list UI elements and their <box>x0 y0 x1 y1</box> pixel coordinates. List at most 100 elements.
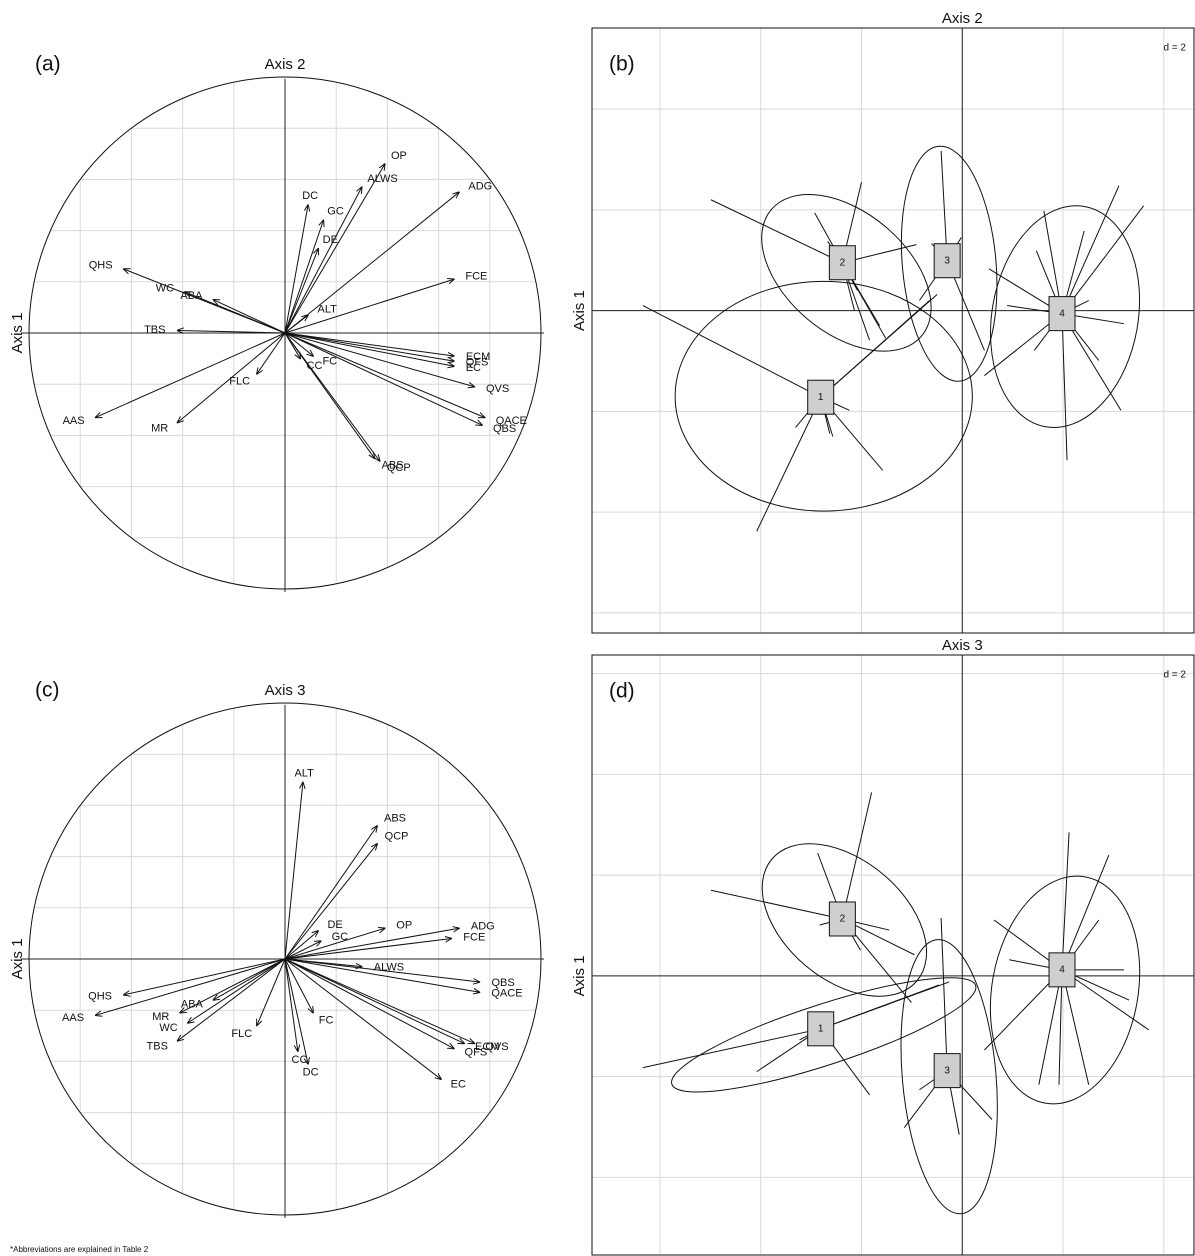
cluster-ellipse <box>989 875 1141 1105</box>
variable-arrow <box>96 958 286 1015</box>
variable-arrow <box>284 958 480 992</box>
variable-arrow <box>284 931 318 960</box>
cluster-center <box>933 1053 961 1089</box>
variable-label: QHS <box>89 260 113 272</box>
variable-label: OP <box>391 150 407 162</box>
point-spoke <box>820 300 930 398</box>
variable-arrow <box>284 332 454 356</box>
variable-label: CC <box>292 1054 308 1066</box>
cluster-center <box>1048 952 1076 988</box>
variable-label: EC <box>466 362 481 374</box>
point-spoke <box>1038 969 1063 1085</box>
variable-label: QCP <box>387 462 411 474</box>
point-spoke <box>1061 205 1145 314</box>
axis-label: Axis 1 <box>571 290 588 331</box>
point-spoke <box>710 199 843 264</box>
variable-label: OP <box>396 920 412 932</box>
variable-label: TBS <box>144 324 165 336</box>
variable-label: ABA <box>180 290 203 302</box>
variable-arrow <box>284 164 385 334</box>
variable-label: FLC <box>231 1028 252 1040</box>
variable-label: QCP <box>385 831 409 843</box>
cluster-center <box>807 379 835 415</box>
panel-label: (d) <box>609 680 635 703</box>
variable-arrow <box>177 958 286 1041</box>
variable-arrow <box>213 958 286 1000</box>
cluster-label: 1 <box>818 1023 824 1034</box>
cluster-ellipse <box>674 280 973 512</box>
variable-label: GC <box>327 206 344 218</box>
variable-arrow <box>96 332 286 417</box>
footnote: *Abbreviations are explained in Table 2 <box>10 1245 149 1254</box>
variable-label: FC <box>322 356 337 368</box>
variable-arrow <box>284 332 474 387</box>
cluster-ellipse <box>761 194 932 352</box>
variable-arrow <box>257 958 286 1026</box>
variable-arrow <box>213 300 286 334</box>
variable-arrow <box>284 958 441 1079</box>
cluster-label: 3 <box>944 1065 950 1076</box>
variable-label: DC <box>303 1067 319 1079</box>
variable-arrow <box>185 292 286 334</box>
point-spoke <box>642 1028 821 1069</box>
point-spoke <box>1061 969 1090 1085</box>
point-spoke <box>756 397 822 532</box>
variable-arrow <box>284 958 474 1043</box>
variable-arrow <box>284 928 459 960</box>
variable-arrow <box>284 826 377 960</box>
panel-label: (c) <box>35 679 60 702</box>
variable-label: QVS <box>486 383 509 395</box>
variable-label: QFS <box>465 1047 488 1059</box>
point-spoke <box>710 889 843 920</box>
point-spoke <box>1058 969 1063 1085</box>
variable-arrow <box>177 332 286 423</box>
variable-label: WC <box>159 1022 177 1034</box>
cluster-center <box>1048 296 1076 332</box>
point-spoke <box>940 150 948 261</box>
variable-label: DC <box>302 190 318 202</box>
variable-label: MR <box>152 1011 169 1023</box>
variable-label: ALT <box>318 303 338 315</box>
cluster-center <box>933 243 961 279</box>
variable-label: MR <box>151 422 168 434</box>
variable-arrow <box>284 332 454 366</box>
variable-label: ECM <box>466 351 490 363</box>
variable-arrow <box>284 279 454 334</box>
variable-arrow <box>284 187 362 334</box>
variable-label: AAS <box>62 1012 84 1024</box>
variable-label: FCE <box>465 270 487 282</box>
variable-label: ABS <box>382 460 404 472</box>
point-spoke <box>1061 832 1070 970</box>
variable-arrow <box>284 958 308 1064</box>
variable-label: QHS <box>88 991 112 1003</box>
plot-frame <box>591 654 1195 1256</box>
plot-frame <box>591 27 1195 634</box>
grid-size-label: d = 2 <box>1163 43 1186 54</box>
variable-label: ALWS <box>367 173 397 185</box>
variable-arrow <box>284 332 485 417</box>
point-spoke <box>642 305 821 398</box>
variable-arrow <box>284 782 303 960</box>
cluster-center <box>828 245 856 281</box>
cluster-ellipse <box>671 977 977 1093</box>
cluster-ellipse <box>900 145 998 382</box>
variable-arrow <box>284 958 454 1049</box>
variable-arrow <box>284 220 323 334</box>
variable-arrow <box>284 958 313 1013</box>
variable-label: GC <box>332 931 349 943</box>
variable-arrow <box>188 958 286 1023</box>
variable-label: ABS <box>384 812 406 824</box>
cluster-ellipse <box>990 205 1141 429</box>
variable-label: QFS <box>466 357 489 369</box>
point-spoke <box>1061 185 1120 314</box>
variable-arrow <box>284 249 318 334</box>
variable-arrow <box>284 315 308 334</box>
variable-label: WC <box>156 283 174 295</box>
variable-arrow <box>284 941 321 960</box>
variable-arrow <box>284 192 459 334</box>
variable-label: DE <box>323 234 338 246</box>
variable-label: ADG <box>471 921 495 933</box>
cluster-center <box>828 901 856 937</box>
variable-label: FLC <box>229 375 250 387</box>
point-spoke <box>940 917 948 1071</box>
